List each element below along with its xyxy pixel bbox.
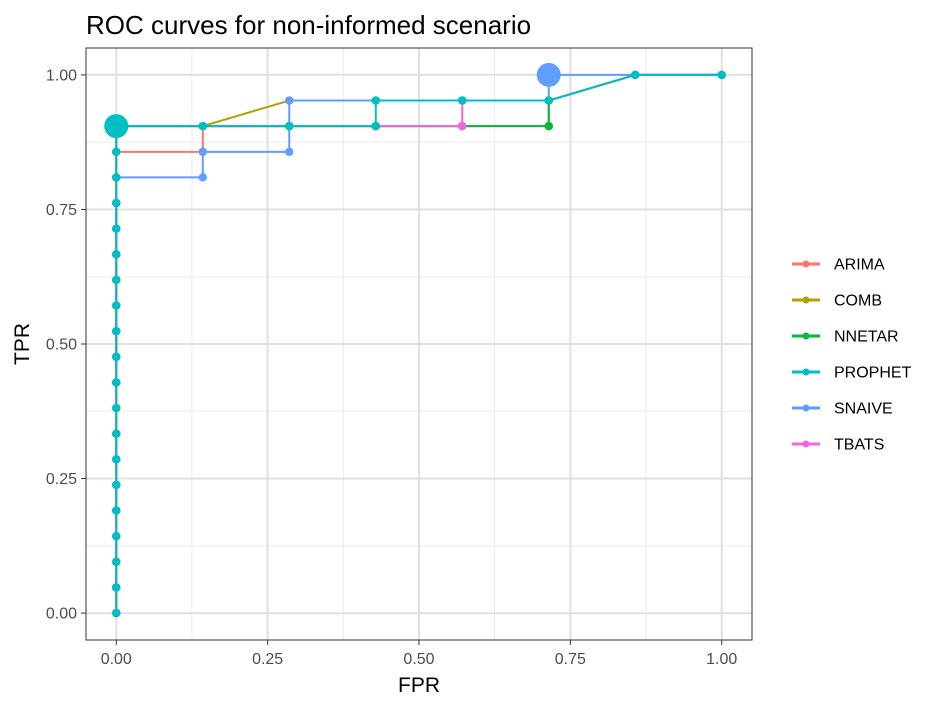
data-point-prophet (112, 250, 121, 259)
legend-item-snaive: SNAIVE (792, 401, 893, 418)
data-point-prophet (112, 557, 121, 567)
legend-item-prophet: PROPHET (792, 365, 912, 382)
y-tick-label: 0.50 (46, 337, 77, 354)
data-point-prophet (112, 429, 121, 438)
data-point-snaive (285, 96, 294, 105)
legend-label: PROPHET (834, 365, 912, 382)
data-point-prophet (285, 121, 294, 131)
data-point-prophet (112, 531, 121, 541)
data-point-prophet (112, 455, 121, 464)
data-point-prophet (458, 96, 467, 105)
data-point-prophet (112, 147, 121, 157)
legend-key-point (802, 368, 810, 376)
data-point-prophet (112, 403, 121, 413)
data-point-prophet (112, 583, 121, 592)
legend-item-comb: COMB (792, 293, 882, 310)
data-point-prophet (631, 70, 640, 80)
x-tick-label: 0.75 (555, 651, 586, 668)
data-point-prophet (112, 198, 121, 208)
data-point-prophet (717, 70, 726, 80)
legend-label: SNAIVE (834, 401, 893, 418)
data-point-prophet (371, 121, 380, 131)
data-point-prophet (112, 352, 121, 362)
y-axis: 0.00 0.25 0.50 0.75 1.00 (46, 67, 86, 623)
y-axis-title: TPR (11, 323, 34, 365)
y-tick-label: 0.75 (46, 202, 77, 219)
data-point-snaive (285, 147, 294, 157)
data-point-prophet (112, 224, 121, 233)
data-point-prophet (198, 121, 207, 131)
legend-item-nnetar: NNETAR (792, 329, 899, 346)
data-point-prophet (112, 378, 121, 387)
legend-item-arima: ARIMA (792, 257, 885, 274)
legend-label: NNETAR (834, 329, 899, 346)
data-point-prophet (112, 173, 121, 182)
highlight-layer (104, 62, 561, 139)
legend-key-point (802, 260, 810, 268)
x-axis: 0.00 0.25 0.50 0.75 1.00 (101, 640, 737, 668)
x-tick-label: 0.25 (252, 651, 283, 668)
data-point-prophet (112, 608, 121, 618)
data-point-tbats (458, 121, 467, 131)
y-tick-label: 0.00 (46, 606, 77, 623)
data-point-prophet (371, 96, 380, 105)
x-tick-label: 1.00 (706, 651, 737, 668)
data-point-prophet (112, 326, 121, 336)
data-point-prophet (112, 506, 121, 515)
y-tick-label: 0.25 (46, 471, 77, 488)
y-tick-label: 1.00 (46, 67, 77, 84)
data-point-prophet (112, 480, 121, 490)
legend-item-tbats: TBATS (792, 437, 884, 454)
legend-key-point (802, 440, 810, 448)
x-axis-title: FPR (398, 674, 440, 697)
data-point-snaive (198, 173, 207, 182)
chart-title: ROC curves for non-informed scenario (86, 10, 531, 40)
legend-label: ARIMA (834, 257, 885, 274)
series-line-prophet (115, 73, 722, 614)
data-point-prophet (112, 301, 121, 310)
legend-key-point (802, 296, 810, 304)
legend-label: TBATS (834, 437, 884, 454)
data-point-nnetar (544, 121, 553, 131)
x-tick-label: 0.50 (403, 651, 434, 668)
legend-key-point (802, 404, 810, 412)
legend-label: COMB (834, 293, 882, 310)
series-prophet (112, 70, 726, 618)
data-point-prophet (112, 275, 121, 285)
highlight-point-snaive (536, 62, 561, 87)
x-tick-label: 0.00 (101, 651, 132, 668)
highlight-point-prophet (104, 114, 129, 139)
data-point-snaive (198, 147, 207, 157)
data-point-prophet (544, 96, 553, 105)
legend: ARIMA COMB NNETAR PROPHET SNAIVE TBATS (792, 257, 912, 454)
legend-key-point (802, 332, 810, 340)
